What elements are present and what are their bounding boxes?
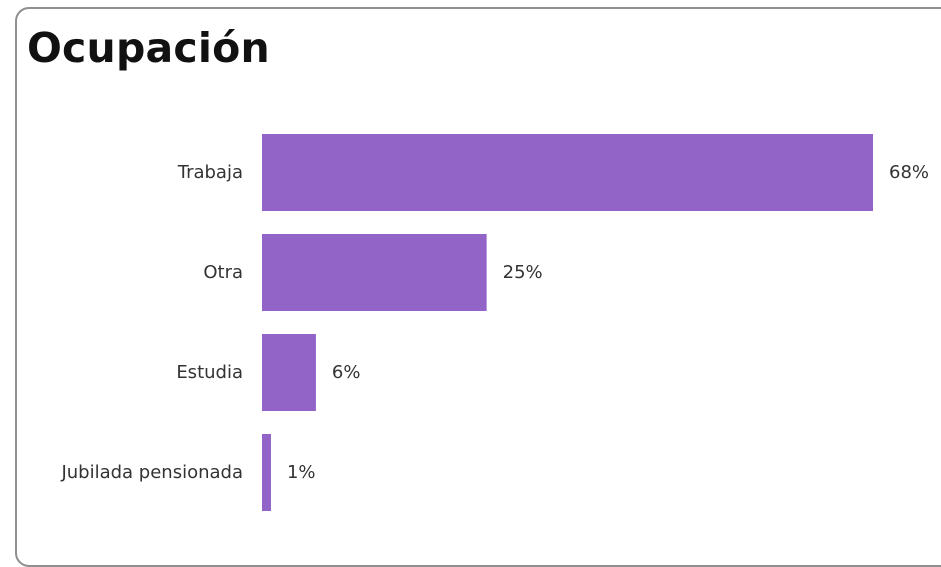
category-label: Jubilada pensionada xyxy=(60,462,243,483)
chart-title: Ocupación xyxy=(27,24,270,72)
bar-jubilada-pensionada xyxy=(262,434,271,511)
bar-trabaja xyxy=(262,134,873,211)
value-label: 1% xyxy=(287,462,316,483)
bar-otra xyxy=(262,234,487,311)
bar-estudia xyxy=(262,334,316,411)
value-label: 68% xyxy=(889,162,929,183)
category-label: Trabaja xyxy=(177,162,243,183)
category-label: Estudia xyxy=(176,362,243,383)
value-label: 6% xyxy=(332,362,361,383)
category-label: Otra xyxy=(203,262,243,283)
value-label: 25% xyxy=(503,262,543,283)
